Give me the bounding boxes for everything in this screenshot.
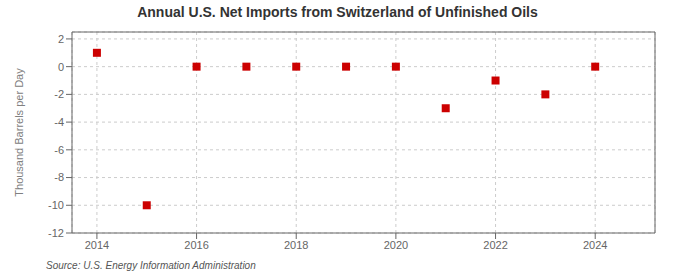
svg-text:2022: 2022 [483, 239, 507, 251]
svg-text:-2: -2 [54, 88, 64, 100]
html-text:Source: U.S. Energy Informatio: Source: U.S. Energy Information Administ… [46, 260, 256, 271]
svg-text:Thousand Barrels per Day: Thousand Barrels per Day [13, 68, 25, 197]
svg-text:-10: -10 [48, 199, 64, 211]
svg-text:-6: -6 [54, 144, 64, 156]
svg-text:2020: 2020 [384, 239, 408, 251]
svg-text:-8: -8 [54, 171, 64, 183]
svg-text:-4: -4 [54, 116, 64, 128]
svg-text:2016: 2016 [184, 239, 208, 251]
html-text:Annual U.S. Net Imports from S: Annual U.S. Net Imports from Switzerland… [137, 4, 538, 20]
svg-text:2024: 2024 [583, 239, 607, 251]
svg-text:-12: -12 [48, 227, 64, 239]
svg-text:0: 0 [58, 61, 64, 73]
svg-text:2014: 2014 [85, 239, 109, 251]
svg-text:2: 2 [58, 33, 64, 45]
svg-text:2018: 2018 [284, 239, 308, 251]
